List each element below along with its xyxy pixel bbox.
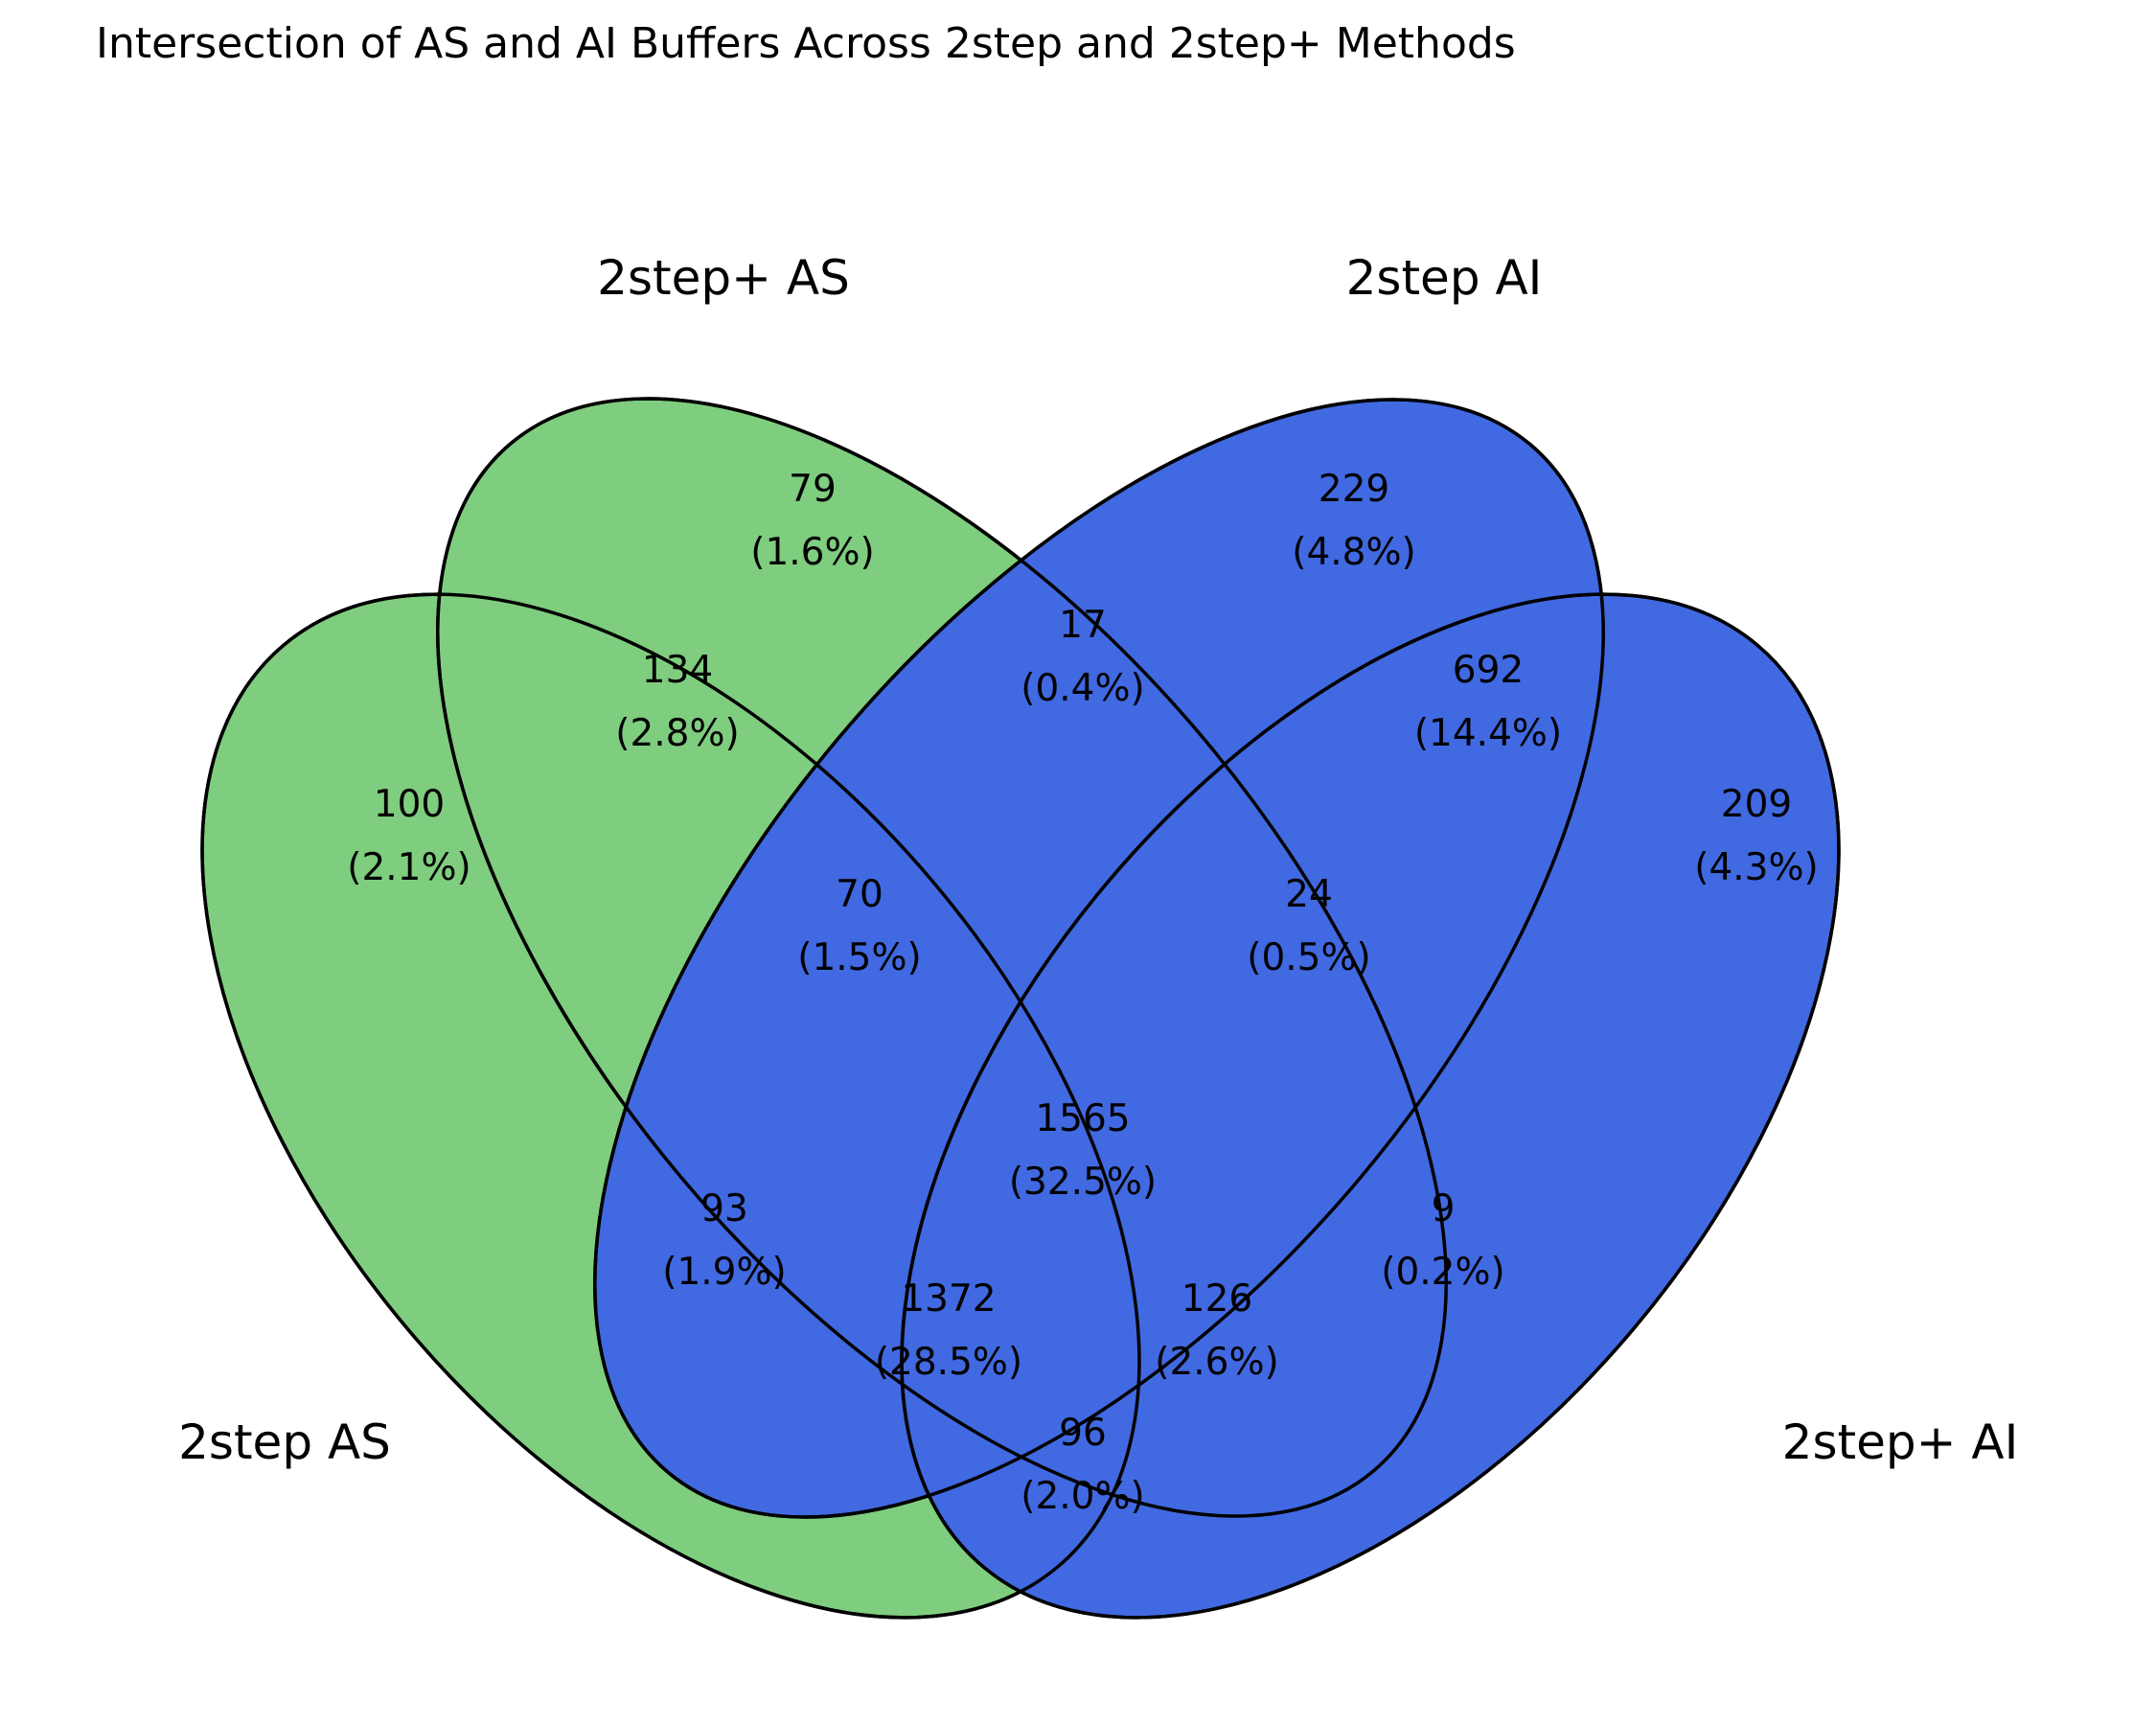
set-label-2stepplus-ai: 2step+ AI	[1782, 1414, 2019, 1470]
region-asplus-aiplus: 9 (0.2%)	[1381, 1187, 1505, 1294]
region-as-asplus: 134 (2.8%)	[615, 649, 740, 755]
region-as-asplus-ai: 70 (1.5%)	[797, 873, 922, 979]
region-asplus-ai: 17 (0.4%)	[1021, 604, 1145, 710]
region-count: 1372	[901, 1277, 996, 1321]
outline-2step-ai	[593, 398, 1605, 1519]
region-percent: (1.9%)	[662, 1251, 787, 1294]
set-label-2step-as: 2step AS	[178, 1414, 391, 1470]
region-count: 79	[789, 468, 837, 511]
region-aiplus-only: 209 (4.3%)	[1694, 783, 1819, 889]
region-count: 229	[1319, 468, 1389, 511]
outline-2step-as	[200, 592, 1141, 1620]
region-percent: (0.5%)	[1247, 936, 1371, 979]
region-count: 100	[374, 783, 445, 826]
set-outlines	[200, 397, 1841, 1620]
region-count: 134	[642, 649, 713, 692]
region-count: 692	[1453, 649, 1524, 692]
outline-2stepplus-as	[436, 397, 1448, 1518]
region-all-four: 1565 (32.5%)	[1009, 1097, 1157, 1204]
region-count: 17	[1059, 604, 1107, 647]
region-percent: (14.4%)	[1414, 712, 1562, 755]
region-percent: (28.5%)	[875, 1341, 1022, 1384]
region-percent: (1.6%)	[750, 531, 875, 574]
region-as-asplus-aiplus: 126 (2.6%)	[1155, 1277, 1279, 1384]
region-as-only: 100 (2.1%)	[347, 783, 471, 889]
region-count: 209	[1721, 783, 1792, 826]
region-count: 70	[836, 873, 883, 916]
region-count: 9	[1432, 1187, 1456, 1230]
region-percent: (2.8%)	[615, 712, 740, 755]
region-percent: (2.0%)	[1021, 1475, 1145, 1518]
region-percent: (0.4%)	[1021, 667, 1145, 710]
region-ai-aiplus: 692 (14.4%)	[1414, 649, 1562, 755]
region-count: 93	[700, 1187, 748, 1230]
figure-title: Intersection of AS and AI Buffers Across…	[96, 19, 1516, 68]
region-percent: (2.1%)	[347, 846, 471, 889]
region-percent: (0.2%)	[1381, 1251, 1505, 1294]
region-count: 96	[1059, 1412, 1107, 1455]
set-label-2stepplus-as: 2step+ AS	[597, 250, 850, 306]
region-asplus-ai-aiplus: 24 (0.5%)	[1247, 873, 1371, 979]
region-as-ai-aiplus: 1372 (28.5%)	[875, 1277, 1022, 1384]
region-labels: 100 (2.1%) 79 (1.6%) 229 (4.8%) 209 (4.3…	[347, 468, 1819, 1518]
set-label-2step-ai: 2step AI	[1346, 250, 1543, 306]
region-count: 24	[1285, 873, 1333, 916]
region-percent: (1.5%)	[797, 936, 922, 979]
outline-2stepplus-ai	[900, 592, 1841, 1620]
region-count: 1565	[1035, 1097, 1130, 1140]
region-percent: (4.3%)	[1694, 846, 1819, 889]
region-percent: (2.6%)	[1155, 1341, 1279, 1384]
region-percent: (4.8%)	[1292, 531, 1416, 574]
region-count: 126	[1181, 1277, 1252, 1321]
region-asplus-only: 79 (1.6%)	[750, 468, 875, 574]
region-ai-only: 229 (4.8%)	[1292, 468, 1416, 574]
region-as-ai: 93 (1.9%)	[662, 1187, 787, 1294]
region-percent: (32.5%)	[1009, 1161, 1157, 1204]
region-as-aiplus: 96 (2.0%)	[1021, 1412, 1145, 1518]
